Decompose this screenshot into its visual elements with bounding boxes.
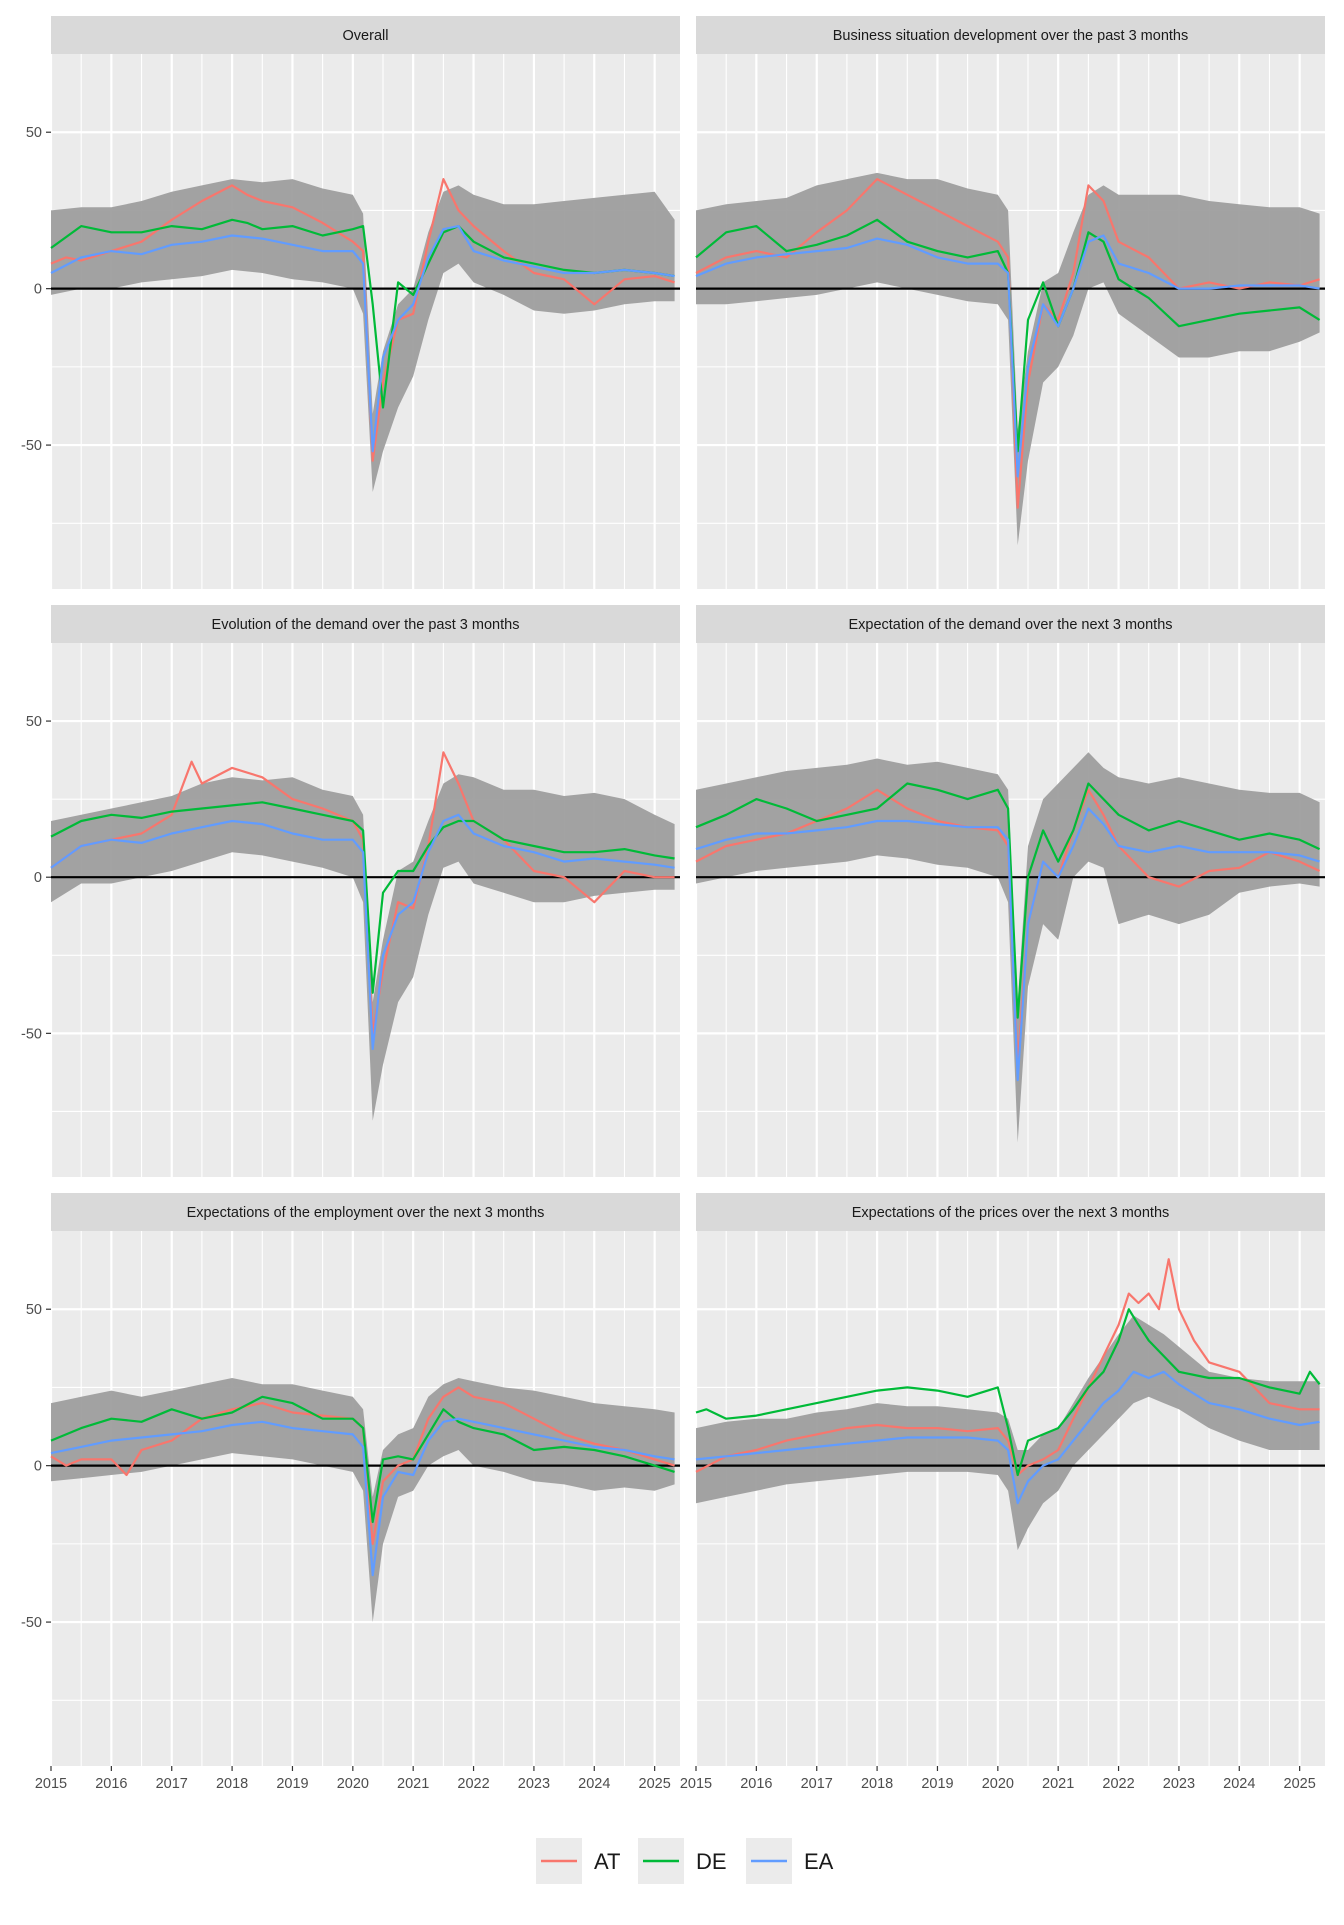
x-tick-label: 2021 (1042, 1776, 1074, 1792)
series-line-ea (695, 807, 1320, 1082)
series-line-at (50, 1386, 675, 1546)
x-tick-label: 2019 (921, 1776, 953, 1792)
x-tick-label: 2016 (95, 1776, 127, 1792)
facet-title: Expectations of the prices over the next… (852, 1205, 1170, 1221)
y-tick-label: 50 (26, 1302, 42, 1318)
series-line-ea (695, 234, 1320, 478)
series-line-de (50, 801, 675, 994)
series-line-de (695, 782, 1321, 1019)
facet-title: Expectation of the demand over the next … (848, 617, 1172, 633)
y-tick-label: -50 (21, 1026, 42, 1042)
y-tick-label: 50 (26, 714, 42, 730)
y-tick-label: 0 (34, 870, 42, 886)
x-tick-label: 2019 (276, 1776, 308, 1792)
x-tick-label: 2024 (1223, 1776, 1255, 1792)
x-tick-label: 2024 (578, 1776, 610, 1792)
facet-strip (51, 16, 680, 54)
facet-strip (696, 605, 1325, 643)
x-tick-label: 2017 (156, 1776, 188, 1792)
x-tick-label: 2020 (337, 1776, 369, 1792)
facet-strip (51, 1193, 680, 1231)
facet-title: Evolution of the demand over the past 3 … (212, 617, 520, 633)
legend-label: AT (594, 1849, 620, 1874)
x-tick-label: 2016 (740, 1776, 772, 1792)
facet-panel-2: Business situation development over the … (694, 16, 1325, 589)
range-band (51, 179, 675, 492)
x-tick-label: 2021 (397, 1776, 429, 1792)
facet-panel-4: Expectation of the demand over the next … (694, 605, 1325, 1177)
range-band (51, 774, 675, 1121)
x-tick-label: 2023 (1163, 1776, 1195, 1792)
facet-title: Expectations of the employment over the … (187, 1205, 545, 1221)
x-tick-label: 2025 (1284, 1776, 1316, 1792)
series-line-de (50, 1395, 675, 1524)
legend-item-de: DE (638, 1838, 727, 1884)
y-tick-label: 0 (34, 282, 42, 298)
facet-strip (696, 1193, 1325, 1231)
y-tick-label: 50 (26, 125, 42, 141)
series-line-ea (695, 1370, 1320, 1505)
legend: AT DE EA (536, 1838, 834, 1884)
y-tick-label: -50 (21, 438, 42, 454)
x-tick-label: 2022 (1102, 1776, 1134, 1792)
series-line-at (695, 1258, 1320, 1477)
facet-strip (696, 16, 1325, 54)
x-tick-label: 2023 (518, 1776, 550, 1792)
legend-item-at: AT (536, 1838, 620, 1884)
facet-title: Business situation development over the … (833, 28, 1188, 44)
series-line-de (50, 218, 675, 409)
x-tick-label: 2017 (801, 1776, 833, 1792)
facet-title: Overall (343, 28, 389, 44)
facet-panel-3: Evolution of the demand over the past 3 … (21, 605, 680, 1177)
x-tick-label: 2015 (35, 1776, 67, 1792)
legend-item-ea: EA (746, 1838, 834, 1884)
facet-panel-5: Expectations of the employment over the … (21, 1193, 680, 1792)
facet-strip (51, 605, 680, 643)
series-line-ea (50, 1417, 675, 1577)
facet-panel-1: Overall 50 0 -50 (21, 16, 680, 589)
legend-label: EA (804, 1849, 834, 1874)
series-line-de (695, 218, 1321, 453)
legend-label: DE (696, 1849, 727, 1874)
range-band (51, 1378, 675, 1623)
y-tick-label: 0 (34, 1459, 42, 1475)
x-tick-label: 2022 (457, 1776, 489, 1792)
range-band (696, 172, 1320, 546)
series-line-ea (50, 225, 675, 453)
x-tick-label: 2015 (680, 1776, 712, 1792)
series-line-de (695, 1308, 1321, 1477)
range-band (696, 1315, 1320, 1551)
y-tick-label: -50 (21, 1615, 42, 1631)
x-tick-label: 2018 (216, 1776, 248, 1792)
x-tick-label: 2018 (861, 1776, 893, 1792)
facet-panel-6: Expectations of the prices over the next… (680, 1193, 1325, 1792)
series-line-ea (50, 813, 675, 1051)
x-tick-label: 2020 (982, 1776, 1014, 1792)
series-line-at (695, 178, 1320, 509)
x-tick-label: 2025 (639, 1776, 671, 1792)
